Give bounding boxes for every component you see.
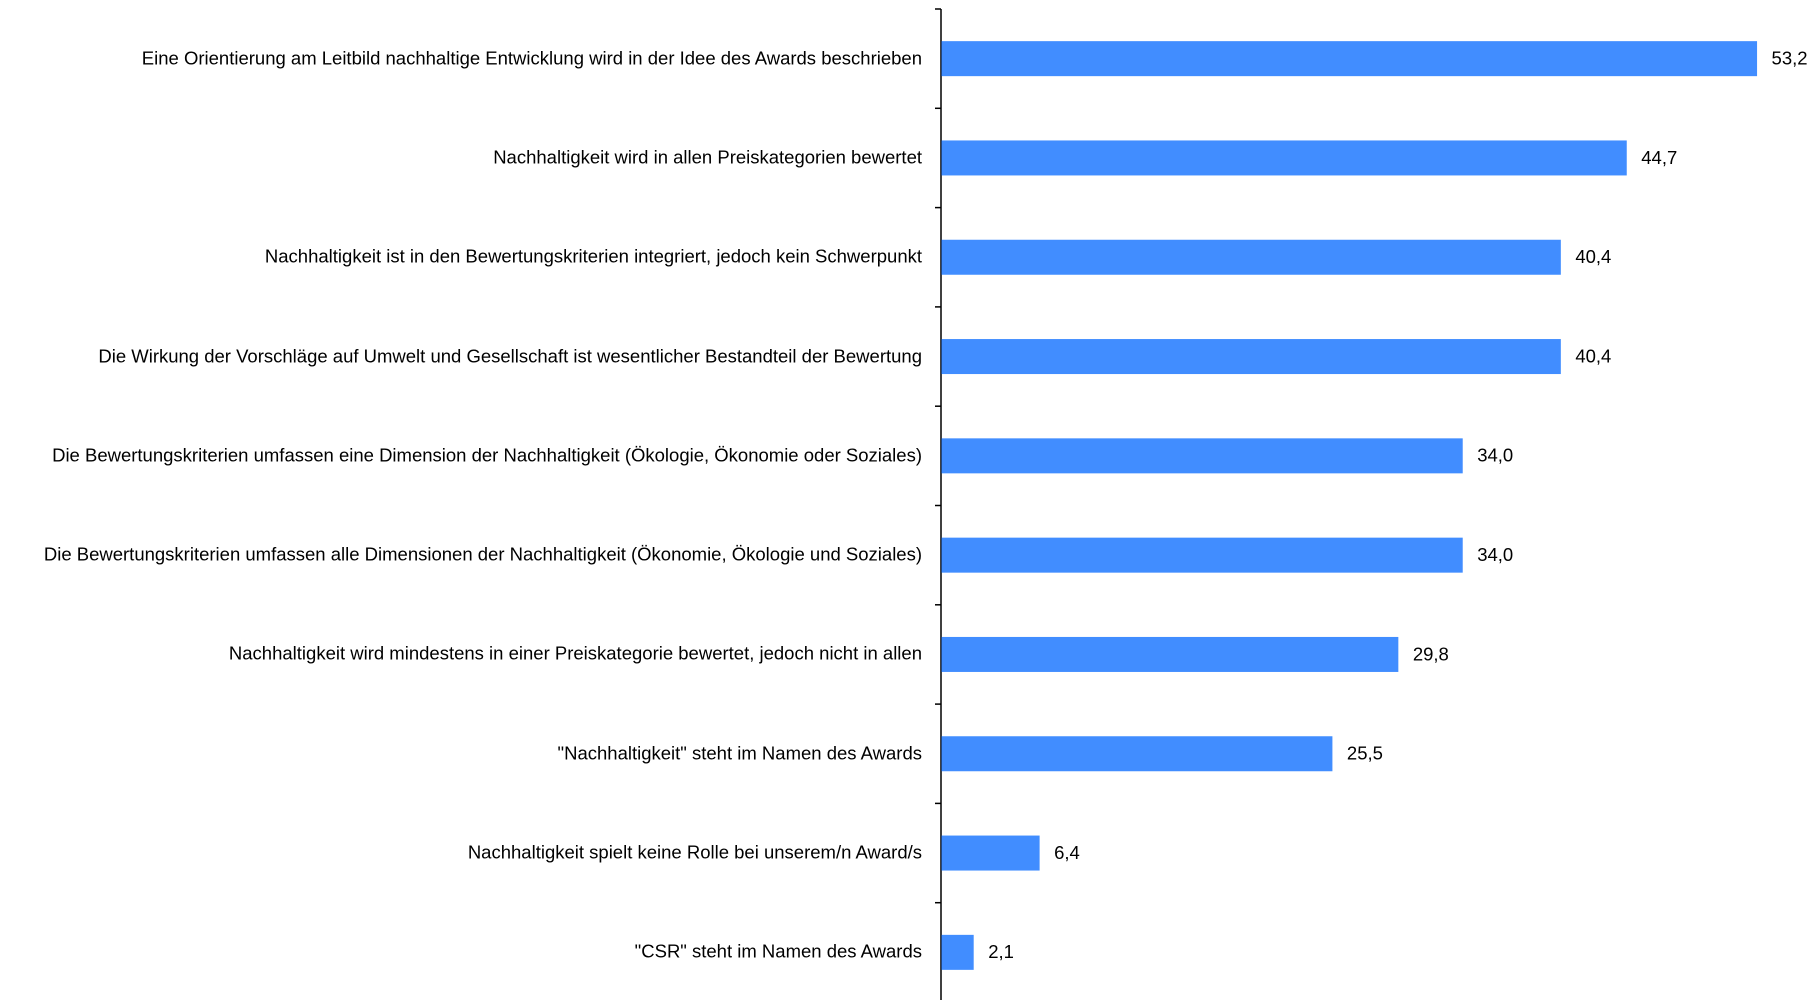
value-label: 34,0 bbox=[1477, 445, 1513, 466]
category-label-box: "Nachhaltigkeit" steht im Namen des Awar… bbox=[558, 741, 922, 766]
category-label: "Nachhaltigkeit" steht im Namen des Awar… bbox=[557, 742, 922, 764]
category-label-box: Die Bewertungskriterien umfassen alle Di… bbox=[44, 543, 922, 568]
category-label-box: Eine Orientierung am Leitbild nachhaltig… bbox=[142, 46, 922, 71]
category-label-box: Nachhaltigkeit ist in den Bewertungskrit… bbox=[265, 245, 922, 270]
bar bbox=[941, 736, 1333, 772]
category-label: Nachhaltigkeit ist in den Bewertungskrit… bbox=[264, 245, 922, 267]
category-label-box: Die Wirkung der Vorschläge auf Umwelt un… bbox=[98, 344, 922, 369]
value-label: 53,2 bbox=[1772, 48, 1808, 69]
category-label: Die Bewertungskriterien umfassen alle Di… bbox=[43, 543, 922, 565]
bar bbox=[941, 537, 1463, 573]
value-label: 40,4 bbox=[1575, 246, 1611, 267]
category-label: Nachhaltigkeit wird in allen Preiskatego… bbox=[493, 146, 922, 168]
category-label: Nachhaltigkeit spielt keine Rolle bei un… bbox=[467, 841, 922, 863]
category-label-box: Nachhaltigkeit wird mindestens in einer … bbox=[229, 642, 922, 667]
category-label-box: Die Bewertungskriterien umfassen eine Di… bbox=[52, 443, 922, 468]
category-label: Die Wirkung der Vorschläge auf Umwelt un… bbox=[98, 345, 922, 367]
category-label-box: Nachhaltigkeit wird in allen Preiskatego… bbox=[493, 145, 922, 170]
bar bbox=[941, 140, 1627, 176]
bar bbox=[941, 438, 1463, 474]
value-label: 29,8 bbox=[1413, 643, 1449, 664]
bar bbox=[941, 239, 1561, 275]
bar bbox=[941, 339, 1561, 375]
bar bbox=[941, 934, 974, 970]
value-label: 2,1 bbox=[988, 941, 1014, 962]
value-label: 44,7 bbox=[1641, 147, 1677, 168]
value-label: 34,0 bbox=[1477, 544, 1513, 565]
category-label: Nachhaltigkeit wird mindestens in einer … bbox=[228, 642, 922, 664]
category-label-box: Nachhaltigkeit spielt keine Rolle bei un… bbox=[468, 841, 922, 866]
bar bbox=[941, 41, 1758, 77]
value-label: 40,4 bbox=[1575, 345, 1611, 366]
value-label: 6,4 bbox=[1054, 842, 1080, 863]
category-label: Die Bewertungskriterien umfassen eine Di… bbox=[52, 444, 922, 466]
category-label-box: "CSR" steht im Namen des Awards bbox=[635, 940, 922, 965]
category-label: "CSR" steht im Namen des Awards bbox=[634, 940, 922, 962]
value-label: 25,5 bbox=[1347, 743, 1383, 764]
category-label: Eine Orientierung am Leitbild nachhaltig… bbox=[141, 47, 922, 69]
bar bbox=[941, 835, 1040, 871]
bar bbox=[941, 636, 1399, 672]
